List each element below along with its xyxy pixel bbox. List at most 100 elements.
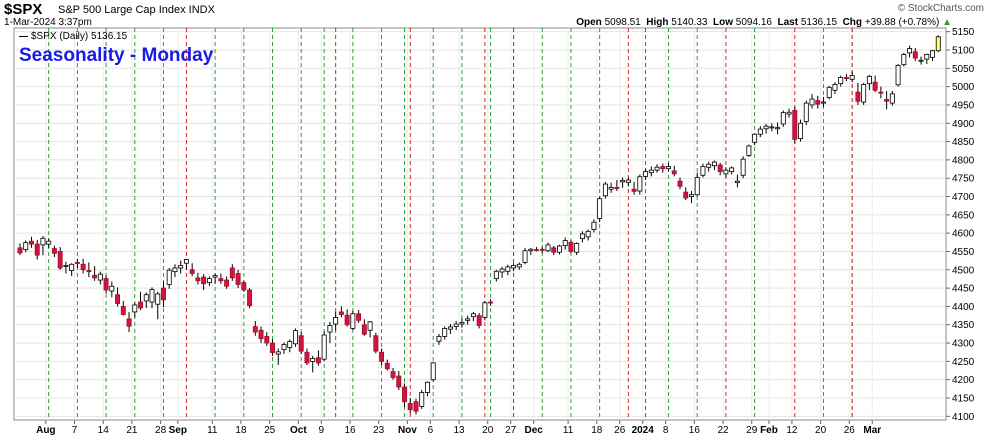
candle-body: [425, 381, 430, 393]
candle-body: [436, 336, 442, 342]
x-tick-label: 18: [591, 425, 603, 436]
y-tick-label: 4250: [952, 357, 975, 368]
candle-body: [878, 91, 884, 94]
candle-body: [700, 166, 706, 176]
chg-value: +39.88 (+0.78%): [864, 17, 940, 28]
candle-body: [528, 248, 534, 252]
candle-body: [17, 247, 23, 254]
x-tick-label: 16: [689, 425, 701, 436]
candle-body: [384, 362, 390, 370]
candle-body: [465, 318, 471, 321]
x-tick-label: 21: [126, 425, 138, 436]
last-value: 5136.15: [800, 17, 838, 28]
y-tick-label: 4300: [952, 339, 975, 350]
chart-legend: $SPX (Daily) 5136.15: [19, 31, 127, 42]
plot-area: [13, 27, 947, 421]
candle-body: [327, 325, 333, 333]
chart-title: Seasonality - Monday: [19, 45, 214, 66]
candle-body: [637, 176, 643, 192]
candle-body: [930, 50, 935, 58]
up-arrow-icon: ▲: [942, 17, 952, 28]
ohlc-readout: Open 5098.51 High 5140.33 Low 5094.16 La…: [576, 17, 952, 28]
candle-body: [120, 306, 126, 315]
candle-body: [815, 100, 821, 105]
candle-body: [402, 386, 407, 403]
candle-body: [235, 273, 241, 285]
candle-body: [126, 318, 132, 327]
candle-body: [430, 362, 436, 381]
candle-body: [63, 264, 69, 267]
candle-body: [694, 177, 700, 196]
x-tick-label: 8: [663, 425, 669, 436]
y-tick-label: 4700: [952, 192, 975, 203]
candle-body: [390, 371, 396, 378]
candle-body: [361, 324, 367, 335]
candle-body: [298, 335, 304, 352]
y-tick-label: 4500: [952, 265, 975, 276]
y-tick-label: 4450: [952, 284, 975, 295]
candle-body: [786, 111, 792, 115]
candle-body: [907, 48, 913, 54]
candle-body: [46, 240, 52, 245]
candle-body: [57, 251, 63, 269]
x-tick-label: 13: [453, 425, 465, 436]
candle-body: [356, 313, 362, 321]
candle-body: [585, 230, 591, 238]
y-tick-label: 5050: [952, 64, 975, 75]
y-tick-label: 4800: [952, 155, 975, 166]
candle-body: [258, 329, 264, 340]
candle-body: [924, 53, 930, 60]
candle-body: [476, 315, 482, 326]
chart-header: $SPX S&P 500 Large Cap Index INDX 1-Mar-…: [0, 0, 990, 28]
candle-body: [775, 127, 781, 130]
candle-body: [241, 282, 247, 291]
candle-body: [889, 93, 895, 104]
x-tick-label: 14: [98, 425, 110, 436]
candle-body: [201, 276, 207, 285]
candle-body: [407, 403, 413, 411]
candle-body: [757, 128, 763, 135]
candle-body: [734, 180, 740, 184]
candle-body: [729, 167, 735, 173]
y-tick-label: 4750: [952, 174, 975, 185]
x-tick-label: Oct: [290, 425, 307, 436]
candle-body: [740, 158, 746, 176]
candle-body: [178, 264, 184, 269]
candle-body: [660, 166, 666, 170]
candle-body: [69, 263, 75, 271]
y-tick-label: 4650: [952, 210, 975, 221]
candle-body: [493, 270, 499, 279]
candle-body: [849, 75, 855, 80]
high-value: 5140.33: [671, 17, 708, 28]
candle-body: [574, 243, 580, 253]
candle-body: [321, 334, 327, 360]
candle-body: [625, 179, 631, 184]
y-tick-label: 4900: [952, 119, 975, 130]
y-tick-label: 5000: [952, 82, 975, 93]
candle-body: [711, 161, 717, 167]
x-tick-label: 25: [264, 425, 276, 436]
candle-body: [143, 294, 149, 302]
candle-body: [247, 289, 253, 307]
candle-body: [821, 101, 826, 104]
candle-body: [884, 99, 890, 102]
candle-body: [482, 302, 488, 318]
y-tick-label: 4400: [952, 302, 975, 313]
candle-body: [396, 375, 402, 388]
y-tick-label: 4850: [952, 137, 975, 148]
legend-swatch: [19, 35, 28, 37]
candle-body: [861, 84, 867, 103]
candle-body: [333, 317, 339, 325]
candle-body: [809, 98, 815, 106]
candle-body: [252, 326, 258, 333]
candle-body: [866, 75, 872, 85]
legend-text: $SPX (Daily) 5136.15: [31, 31, 128, 42]
x-tick-label: 16: [344, 425, 356, 436]
candle-body: [287, 341, 293, 348]
symbol-description: S&P 500 Large Cap Index INDX: [58, 4, 215, 16]
candle-body: [677, 180, 683, 187]
candle-body: [608, 186, 614, 190]
candle-body: [338, 311, 344, 315]
candle-body: [161, 287, 166, 301]
